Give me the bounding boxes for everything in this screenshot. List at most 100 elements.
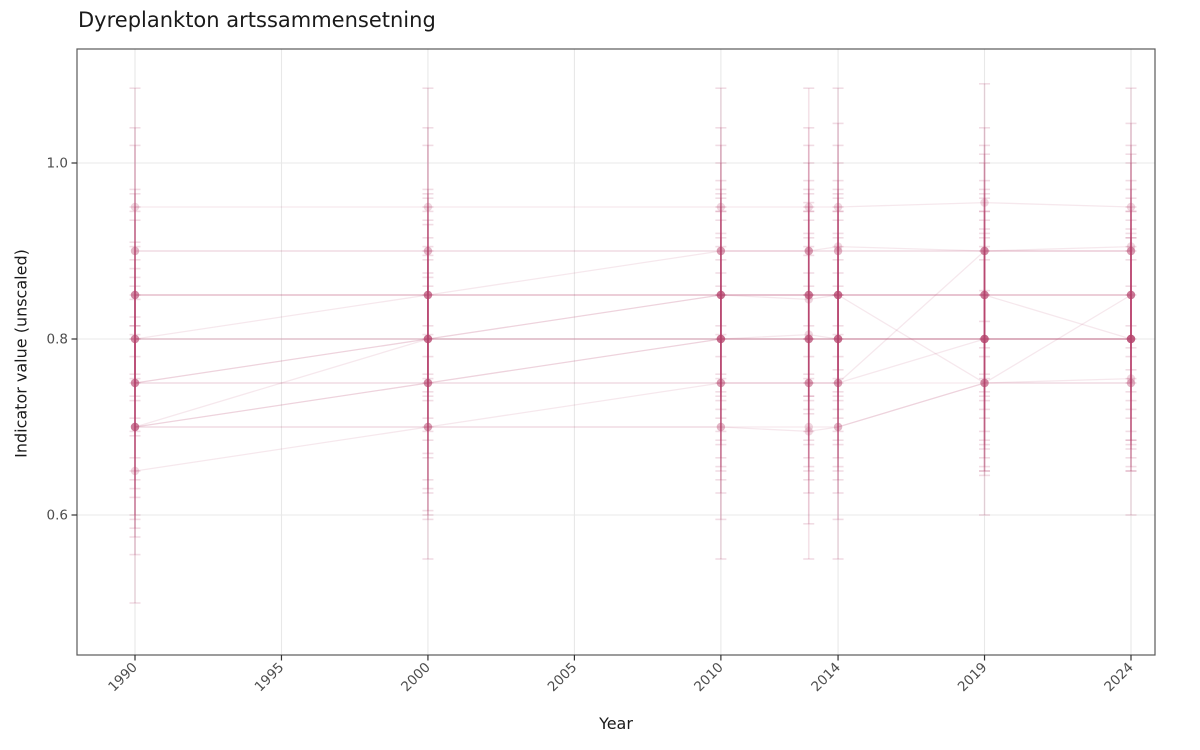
data-point [423, 334, 433, 344]
data-point [130, 290, 140, 300]
data-point [980, 334, 989, 344]
x-axis-title: Year [599, 714, 633, 733]
data-point [980, 290, 989, 300]
data-point [130, 466, 140, 476]
x-tick-label: 2000 [398, 660, 434, 696]
series-line [134, 338, 1131, 428]
y-tick-label: 1.0 [47, 156, 68, 172]
data-point [130, 378, 140, 388]
data-point [833, 334, 843, 344]
data-point [1126, 334, 1136, 344]
data-point [804, 290, 813, 300]
data-point [804, 290, 813, 300]
data-point [804, 334, 813, 344]
data-point [980, 334, 989, 344]
data-point [833, 290, 843, 300]
data-point [980, 246, 989, 256]
data-point [1126, 334, 1136, 344]
data-point [1126, 374, 1136, 383]
data-point [716, 378, 726, 388]
data-point [716, 290, 726, 300]
data-point [833, 378, 843, 388]
data-point [833, 246, 843, 256]
data-point [1126, 242, 1136, 251]
data-point [980, 290, 989, 300]
data-point [1126, 290, 1136, 300]
series-lines [134, 201, 1132, 472]
data-point [980, 290, 989, 300]
data-point [804, 246, 813, 256]
data-point [980, 198, 989, 207]
data-point [1126, 378, 1136, 388]
data-point [833, 422, 843, 432]
y-tick-label: 0.8 [47, 332, 68, 348]
data-point [804, 334, 813, 344]
series-line [135, 250, 1131, 384]
series-line [134, 294, 1131, 384]
data-point [423, 378, 433, 388]
data-point [980, 334, 989, 344]
series-line [135, 245, 1132, 252]
x-tick-label: 2005 [545, 660, 581, 696]
data-point [804, 246, 813, 256]
x-tick-label: 1995 [252, 660, 288, 696]
data-point [716, 290, 726, 300]
data-point [804, 246, 813, 256]
data-point [804, 427, 813, 436]
data-point [833, 378, 843, 388]
data-point [716, 290, 726, 300]
data-point [423, 422, 433, 432]
data-point [130, 422, 140, 432]
data-point [804, 202, 813, 212]
data-point [804, 330, 813, 339]
data-point [716, 378, 726, 388]
series-line [134, 382, 1131, 472]
data-point [1126, 202, 1136, 212]
data-point [980, 290, 989, 300]
data-point [716, 334, 726, 344]
data-point [130, 422, 140, 432]
data-point [980, 246, 989, 256]
data-point [423, 290, 433, 300]
data-point [1126, 334, 1136, 344]
data-point [804, 290, 813, 300]
data-point [423, 334, 433, 344]
data-point [716, 334, 726, 344]
data-point [130, 334, 140, 344]
data-point [1126, 334, 1136, 344]
data-point [130, 290, 140, 300]
data-point [130, 290, 140, 300]
data-point [423, 334, 433, 344]
data-point [423, 334, 433, 344]
gridlines [77, 49, 1155, 655]
data-point [716, 334, 726, 344]
series-line [135, 333, 1131, 340]
data-point [833, 202, 843, 212]
x-tick-label: 2019 [955, 660, 991, 696]
data-point [804, 334, 813, 344]
data-point [716, 290, 726, 300]
data-point [980, 378, 989, 388]
data-point [833, 242, 843, 251]
series-line [135, 201, 1132, 208]
series-line [134, 294, 1132, 384]
data-point [980, 334, 989, 344]
data-point [716, 290, 726, 300]
data-points [130, 198, 1136, 476]
panel-border [76, 48, 1156, 656]
data-point [833, 334, 843, 344]
data-point [130, 378, 140, 388]
data-point [716, 334, 726, 344]
data-point [1126, 246, 1136, 256]
data-point [1126, 378, 1136, 388]
x-tick-labels: 1990 1995 2000 2005 2010 2014 2019 2024 [105, 660, 1137, 696]
data-point [804, 378, 813, 388]
x-tick-label: 1990 [105, 660, 141, 696]
series-line [134, 338, 1131, 428]
data-point [804, 290, 813, 300]
series-line [135, 377, 1132, 433]
data-point [130, 334, 140, 344]
data-point [1126, 334, 1136, 344]
